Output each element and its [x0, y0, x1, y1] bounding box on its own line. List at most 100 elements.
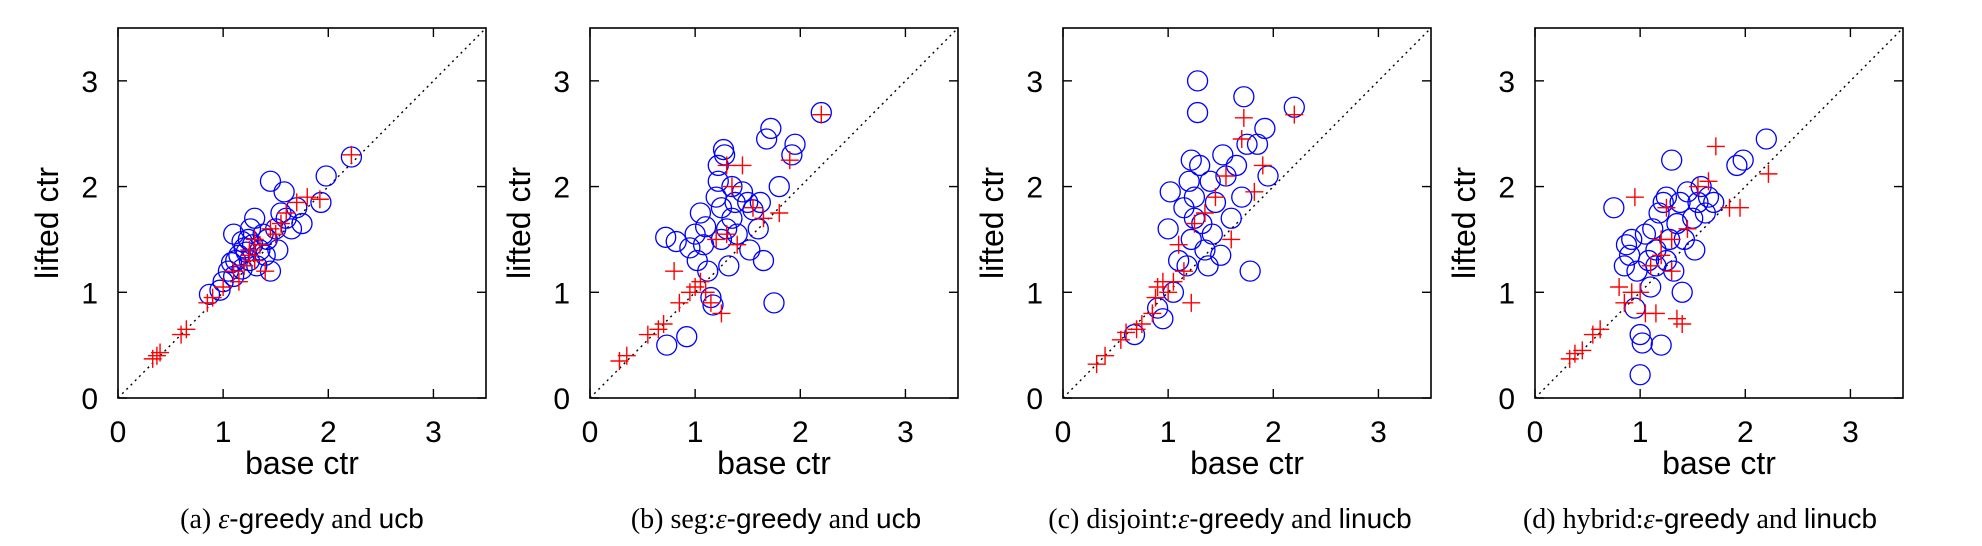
circle-marker: [209, 279, 231, 301]
plus-marker: [1646, 304, 1665, 323]
plus-marker: [722, 177, 741, 196]
circle-marker: [1631, 332, 1653, 354]
x-tick-label: 1: [215, 416, 232, 449]
plus-marker: [1245, 182, 1264, 201]
plus-marker: [780, 151, 799, 170]
y-tick-label: 2: [1026, 172, 1043, 205]
circle-marker: [1629, 364, 1651, 386]
caption-algorithm: linucb: [1804, 503, 1877, 534]
plus-marker: [1127, 320, 1146, 339]
circle-marker: [1626, 260, 1648, 282]
plus-marker: [266, 225, 285, 244]
scatter-marks: [143, 145, 363, 368]
y-tick-label: 3: [1026, 66, 1043, 99]
x-tick-label: 1: [1160, 416, 1177, 449]
plus-marker: [151, 343, 170, 362]
plus-marker: [733, 156, 752, 175]
plus-marker: [229, 272, 248, 291]
plus-marker: [754, 209, 773, 228]
y-tick-label: 0: [1498, 383, 1515, 416]
plus-marker: [235, 256, 254, 275]
plus-marker: [680, 283, 699, 302]
plus-marker: [1641, 256, 1660, 275]
circle-marker: [267, 239, 289, 261]
circle-marker: [1197, 255, 1219, 277]
circle-marker: [1640, 276, 1662, 298]
plus-marker: [1652, 246, 1671, 265]
circle-marker: [1615, 234, 1638, 256]
circle-marker: [1603, 197, 1625, 219]
plus-marker: [1096, 346, 1115, 365]
plus-marker: [1731, 198, 1750, 217]
caption-prefix: (c) disjoint:: [1048, 504, 1178, 535]
circle-marker: [1157, 218, 1179, 240]
circle-marker: [259, 170, 282, 192]
x-tick-label: 3: [1842, 416, 1859, 449]
circle-marker: [1236, 133, 1258, 155]
caption-algorithm: linucb: [1339, 503, 1412, 534]
plus-marker: [203, 288, 222, 307]
plus-marker: [1148, 278, 1167, 296]
plus-marker: [298, 188, 317, 207]
circle-marker: [724, 191, 746, 214]
circle-marker: [702, 294, 724, 316]
circle-marker: [1732, 149, 1754, 171]
circle-marker: [1703, 191, 1725, 214]
plus-marker: [287, 193, 306, 212]
plus-marker: [256, 262, 275, 281]
circle-marker: [315, 165, 337, 187]
circle-marker: [1199, 170, 1221, 192]
plot-frame: [1534, 27, 1904, 399]
plus-marker: [1182, 293, 1201, 312]
caption-and: and: [324, 504, 378, 535]
plot-frame: [1062, 27, 1432, 399]
panel-d: 0 1 2 3 0 1 2 3 base ctr lifted ctr (d) …: [1446, 27, 1904, 535]
circle-marker: [1634, 223, 1657, 245]
circle-marker: [684, 223, 706, 245]
circle-marker: [781, 144, 803, 166]
plus-marker: [1232, 130, 1251, 148]
panel-b: 0 1 2 3 0 1 2 3 base ctr lifted ctr (b) …: [501, 27, 959, 535]
circle-marker: [198, 283, 221, 306]
plus-marker: [1222, 230, 1241, 249]
caption-greedy: -greedy: [727, 503, 822, 534]
circle-marker: [1650, 334, 1672, 356]
caption-greedy: -greedy: [1655, 503, 1750, 534]
caption-algorithm: ucb: [379, 503, 424, 534]
axis-ticks: [117, 28, 486, 399]
circle-marker: [1186, 70, 1209, 92]
scatter-marks: [1560, 128, 1778, 386]
plus-marker: [310, 190, 329, 209]
x-axis-label: base ctr: [1662, 445, 1776, 481]
x-axis-label: base ctr: [245, 445, 359, 481]
x-tick-label: 0: [110, 416, 127, 449]
caption-prefix: (d) hybrid:: [1523, 504, 1644, 535]
circle-marker: [1652, 191, 1674, 214]
plus-marker: [1285, 105, 1304, 124]
plus-marker: [1652, 230, 1671, 249]
circle-marker: [1629, 323, 1651, 346]
plus-marker: [1673, 315, 1692, 333]
x-tick-label: 1: [687, 416, 704, 449]
circle-marker: [310, 191, 332, 214]
plus-marker: [1610, 278, 1629, 296]
circle-marker: [656, 334, 678, 356]
circle-marker: [1755, 128, 1777, 150]
y-axis-label: lifted ctr: [501, 167, 537, 279]
plus-marker: [1583, 325, 1602, 344]
axis-ticks: [1534, 28, 1903, 399]
circle-marker: [721, 175, 743, 198]
x-tick-label: 1: [1632, 416, 1649, 449]
y-tick-label: 2: [1498, 172, 1515, 205]
plus-marker: [1678, 219, 1697, 238]
plus-marker: [1111, 330, 1130, 349]
circle-marker: [1613, 255, 1636, 277]
caption-algorithm: ucb: [876, 503, 921, 534]
plus-marker: [1185, 214, 1204, 233]
plus-marker: [617, 346, 636, 365]
plus-marker: [686, 278, 705, 296]
plus-marker: [1174, 262, 1193, 281]
plus-marker: [1117, 323, 1136, 342]
plus-marker: [1662, 262, 1681, 281]
circle-marker: [1621, 228, 1643, 251]
